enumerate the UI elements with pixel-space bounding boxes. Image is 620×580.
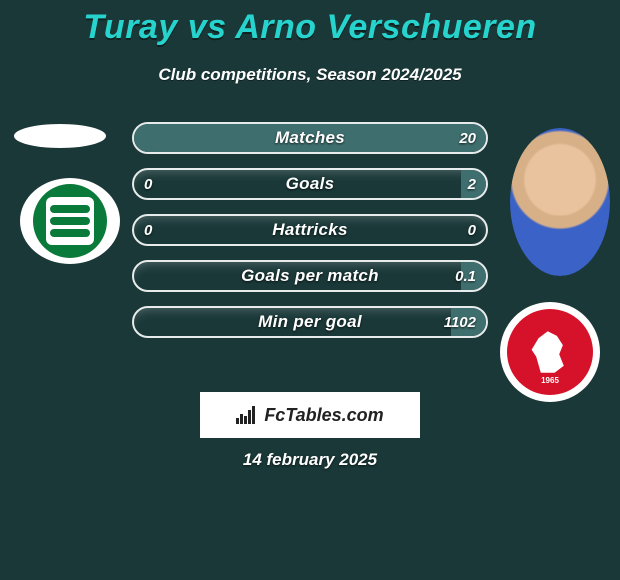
stat-label: Goals per match (134, 262, 486, 290)
page-subtitle: Club competitions, Season 2024/2025 (0, 65, 620, 85)
stat-value-right: 2 (468, 170, 476, 198)
horse-icon (527, 329, 573, 375)
stat-label: Matches (134, 124, 486, 152)
stat-label: Hattricks (134, 216, 486, 244)
stat-row-mpg: Min per goal 1102 (132, 306, 488, 338)
club-logo-right-year: 1965 (541, 376, 559, 385)
club-logo-left-plate (46, 197, 94, 245)
club-logo-right-ring: 1965 (507, 309, 593, 395)
date-label: 14 february 2025 (0, 450, 620, 470)
stat-label: Goals (134, 170, 486, 198)
footer-brand-box: FcTables.com (200, 392, 420, 438)
club-logo-left-ring (33, 184, 107, 258)
club-logo-left-stripes (50, 217, 90, 225)
club-logo-right: 1965 (500, 302, 600, 402)
stat-value-right: 1102 (444, 308, 476, 336)
stat-value-right: 20 (459, 124, 476, 152)
stats-panel: Matches 20 0 Goals 2 0 Hattricks 0 Goals… (132, 122, 488, 352)
page-title: Turay vs Arno Verschueren (0, 0, 620, 47)
player-photo-right (510, 128, 610, 276)
comparison-card: Turay vs Arno Verschueren Club competiti… (0, 0, 620, 580)
club-logo-left (20, 178, 120, 264)
stat-row-hattricks: 0 Hattricks 0 (132, 214, 488, 246)
chart-icon (236, 406, 258, 424)
stat-row-gpm: Goals per match 0.1 (132, 260, 488, 292)
stat-row-goals: 0 Goals 2 (132, 168, 488, 200)
player-photo-left (14, 124, 106, 148)
stat-value-right: 0.1 (455, 262, 476, 290)
footer-brand-text: FcTables.com (264, 405, 383, 426)
stat-value-right: 0 (468, 216, 476, 244)
player-face-placeholder (510, 128, 610, 276)
stat-label: Min per goal (134, 308, 486, 336)
stat-row-matches: Matches 20 (132, 122, 488, 154)
